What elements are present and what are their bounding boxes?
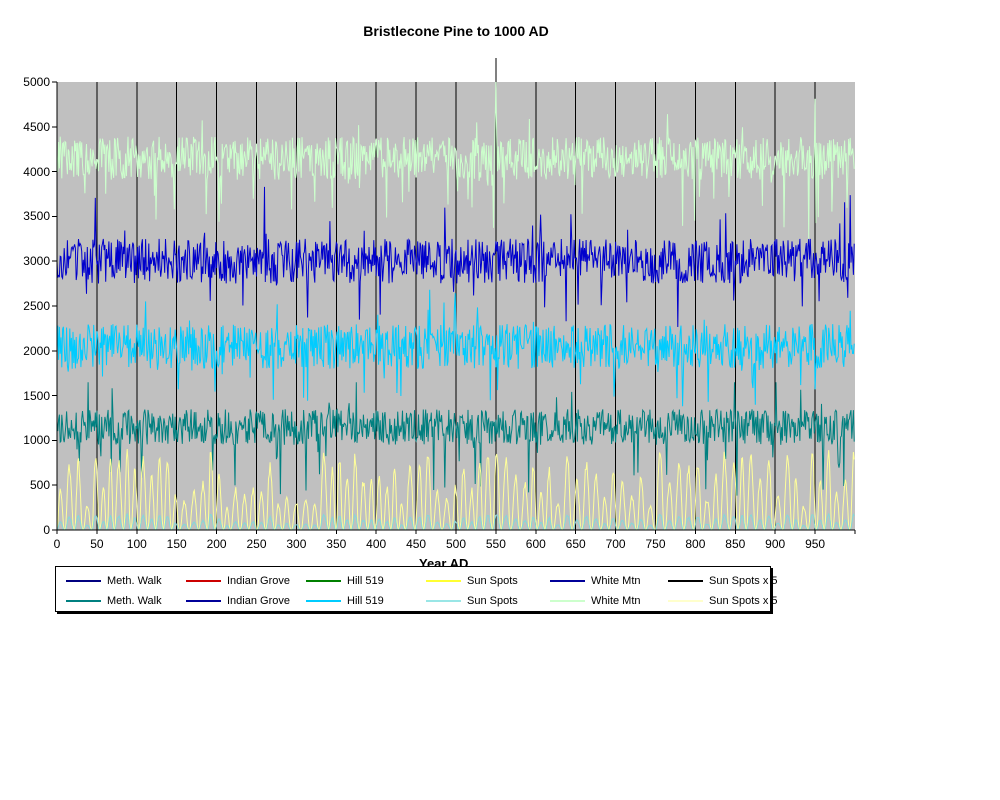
legend-line-swatch (306, 580, 341, 582)
legend-item: Meth. Walk (66, 594, 162, 608)
x-tick-label: 600 (525, 537, 546, 551)
y-tick-label: 3500 (23, 209, 50, 224)
x-tick-label: 50 (90, 537, 104, 551)
y-tick-label: 4500 (23, 119, 50, 134)
legend-box: Meth. Walk Indian Grove Hill 519 Sun Spots W… (55, 566, 778, 612)
y-tick-label: 1500 (23, 388, 50, 403)
legend-item: Sun Spots x 5 (668, 594, 778, 608)
series-line-white-mtn-pale-green (56, 81, 855, 239)
legend-label: Sun Spots x 5 (709, 595, 778, 607)
y-tick-label: 4000 (23, 164, 50, 179)
legend-item: Hill 519 (306, 594, 384, 608)
legend-line-swatch (186, 580, 221, 582)
legend-item: Meth. Walk (66, 574, 162, 588)
legend-label: Sun Spots (467, 595, 518, 607)
series-line-meth-walk-blue (56, 186, 855, 328)
legend-label: Meth. Walk (107, 595, 162, 607)
x-tick-label: 550 (485, 537, 506, 551)
x-tick-label: 650 (565, 537, 586, 551)
legend-item: Indian Grove (186, 594, 290, 608)
y-tick-label: 3000 (23, 254, 50, 269)
x-tick-label: 750 (645, 537, 666, 551)
legend-item: Sun Spots (426, 594, 518, 608)
x-tick-label: 850 (725, 537, 746, 551)
x-tick-label: 800 (685, 537, 706, 551)
x-tick-label: 400 (366, 537, 387, 551)
legend-item: Hill 519 (306, 574, 384, 588)
legend-label: Sun Spots (467, 575, 518, 587)
x-tick-label: 200 (206, 537, 227, 551)
y-tick-label: 2500 (23, 299, 50, 313)
legend-item: White Mtn (550, 594, 641, 608)
x-tick-label: 300 (286, 537, 307, 551)
x-tick-label: 900 (765, 537, 786, 551)
legend-label: Indian Grove (227, 595, 290, 607)
y-tick-label: 1000 (23, 433, 50, 448)
x-tick-label: 0 (53, 537, 61, 551)
legend-line-swatch (66, 600, 101, 602)
legend-line-swatch (426, 580, 461, 582)
legend-label: White Mtn (591, 595, 641, 607)
legend-label: Indian Grove (227, 575, 290, 587)
series-line-indian-grove-teal (56, 382, 855, 496)
x-tick-label: 450 (406, 537, 427, 551)
legend-line-swatch (426, 600, 461, 602)
x-tick-label: 350 (326, 537, 347, 551)
legend-label: Sun Spots x 5 (709, 575, 778, 587)
legend-item: Sun Spots x 5 (668, 574, 778, 588)
legend-label: White Mtn (591, 575, 641, 587)
legend-line-swatch (186, 600, 221, 602)
y-tick-label: 0 (43, 523, 50, 537)
x-tick-label: 250 (246, 537, 267, 551)
legend-line-swatch (66, 580, 101, 582)
legend-label: Hill 519 (347, 575, 384, 587)
legend-line-swatch (550, 600, 585, 602)
y-tick-label: 2000 (23, 343, 50, 358)
series-line-hill-519-cyan (56, 289, 855, 407)
x-tick-label: 100 (126, 537, 147, 551)
x-tick-label: 500 (445, 537, 467, 551)
legend-line-swatch (668, 580, 703, 582)
legend-item: White Mtn (550, 574, 641, 588)
x-tick-label: 950 (805, 537, 826, 551)
legend-line-swatch (306, 600, 341, 602)
legend-item: Indian Grove (186, 574, 290, 588)
chart-title: Bristlecone Pine to 1000 AD (363, 23, 549, 39)
y-tick-label: 5000 (23, 75, 50, 89)
y-tick-label: 500 (29, 478, 50, 493)
x-tick-label: 150 (166, 537, 187, 551)
series-line-sun-spots-x5-yellow (56, 448, 855, 531)
legend-item: Sun Spots (426, 574, 518, 588)
x-tick-label: 700 (605, 537, 626, 551)
legend-label: Meth. Walk (107, 575, 162, 587)
legend-line-swatch (550, 580, 585, 582)
legend-label: Hill 519 (347, 595, 384, 607)
legend-line-swatch (668, 600, 703, 602)
